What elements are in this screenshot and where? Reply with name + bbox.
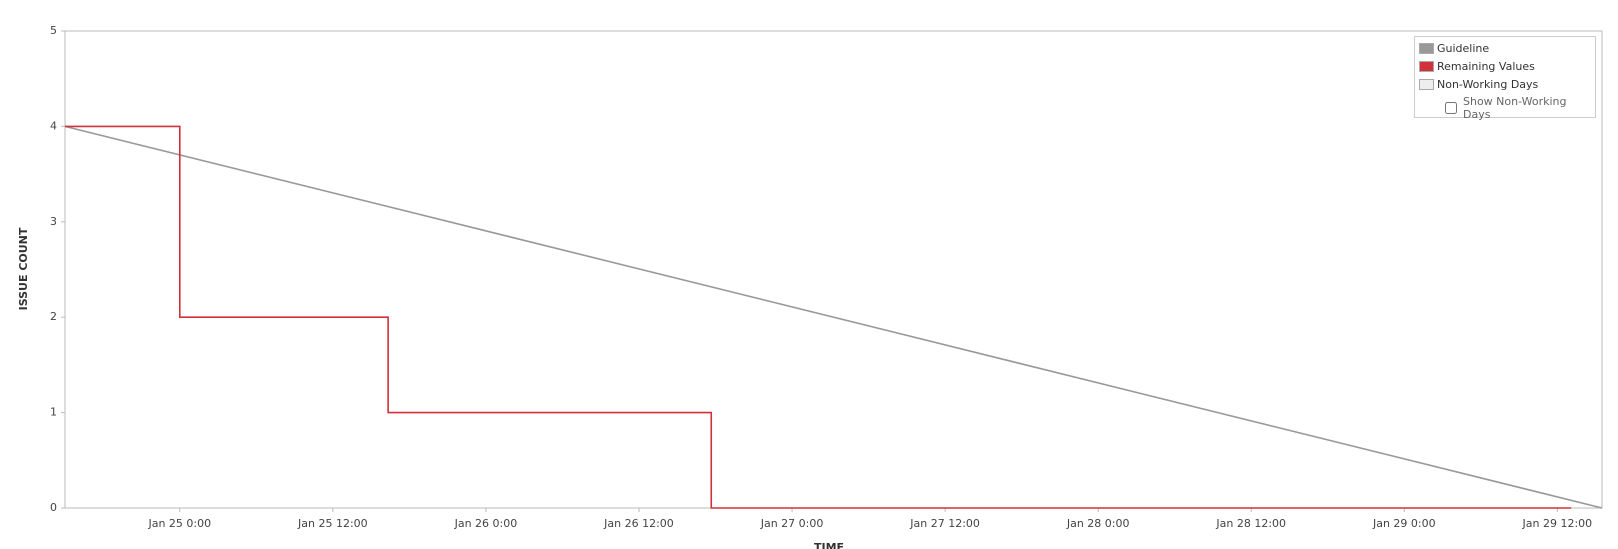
y-tick-label: 1 [50, 406, 57, 419]
checkbox-label: Show Non-Working Days [1463, 95, 1567, 121]
y-axis-title: ISSUE COUNT [17, 227, 30, 310]
legend-label: Remaining Values [1437, 59, 1535, 73]
non-working-toggle[interactable]: Show Non-Working Days [1445, 95, 1591, 121]
legend-swatch [1419, 60, 1434, 72]
checkbox[interactable] [1445, 102, 1457, 114]
y-tick-label: 4 [50, 119, 57, 132]
legend-label: Non-Working Days [1437, 77, 1539, 91]
x-tick-label: Jan 28 12:00 [1215, 517, 1286, 530]
y-tick-label: 5 [50, 24, 57, 37]
legend-entry: Non-Working Days [1419, 75, 1591, 93]
x-tick-label: Jan 29 0:00 [1372, 517, 1436, 530]
legend-entry: Remaining Values [1419, 57, 1591, 75]
x-axis-title: TIME [814, 541, 844, 549]
x-tick-label: Jan 28 0:00 [1066, 517, 1130, 530]
legend: Guideline Remaining Values Non-Working Day… [1414, 36, 1596, 121]
y-tick-label: 3 [50, 215, 57, 228]
series-line [64, 125, 1603, 509]
legend-swatch [1419, 42, 1434, 54]
y-tick-label: 2 [50, 310, 57, 323]
plot-frame [64, 30, 1603, 509]
legend-entry: Guideline [1419, 39, 1591, 57]
x-tick-label: Jan 26 12:00 [603, 517, 674, 530]
legend-swatch [1419, 78, 1434, 90]
x-tick-label: Jan 27 0:00 [760, 517, 824, 530]
series-line [65, 125, 1572, 509]
x-tick-label: Jan 26 0:00 [454, 517, 518, 530]
x-tick-label: Jan 25 12:00 [297, 517, 368, 530]
y-tick-label: 0 [50, 501, 57, 514]
x-tick-label: Jan 29 12:00 [1522, 517, 1593, 530]
legend-label: Guideline [1437, 41, 1490, 55]
x-tick-label: Jan 25 0:00 [147, 517, 211, 530]
x-tick-label: Jan 27 12:00 [909, 517, 980, 530]
